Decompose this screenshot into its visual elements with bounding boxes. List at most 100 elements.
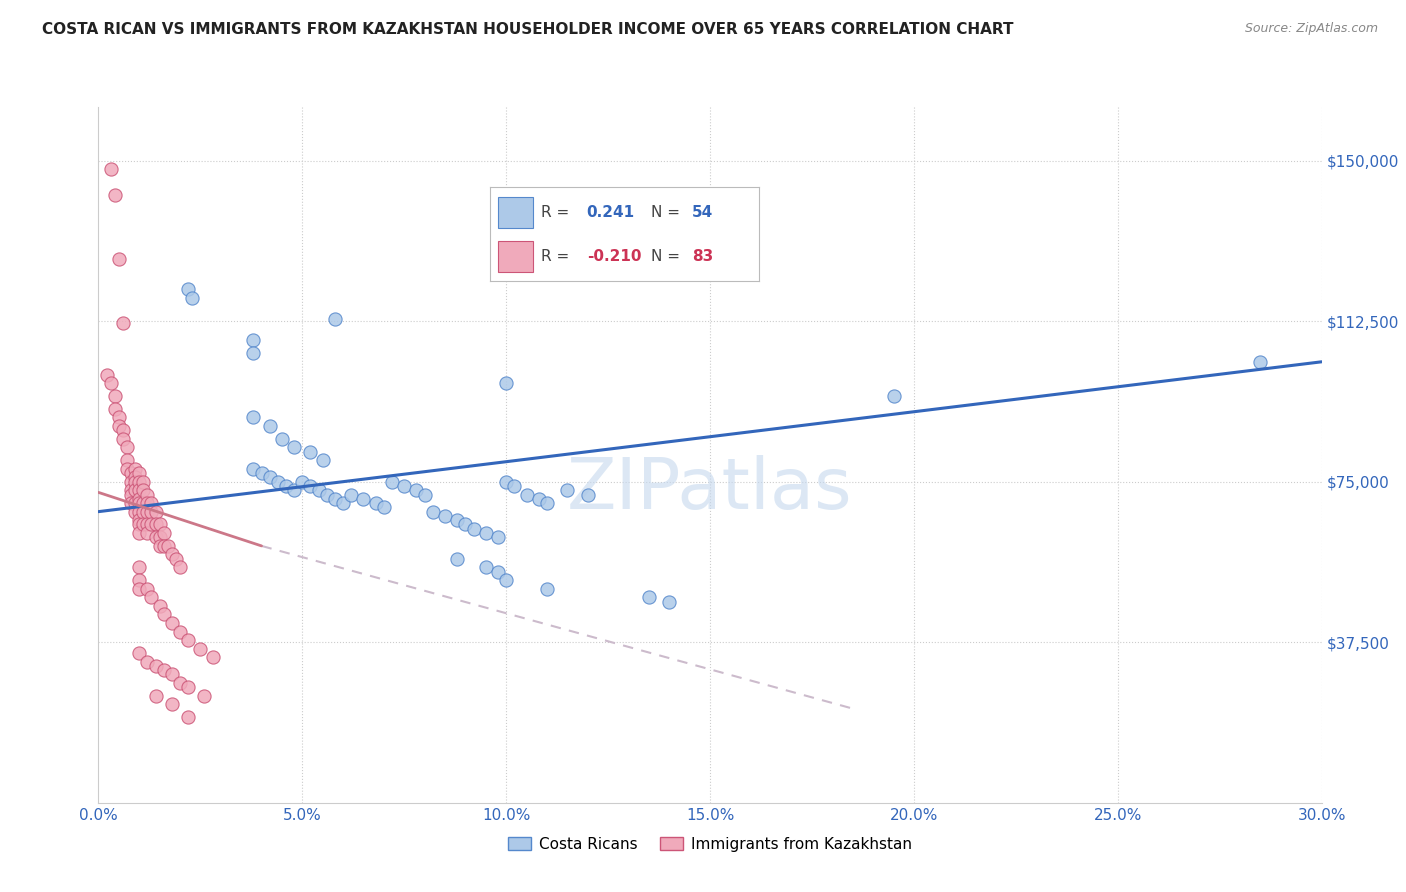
Point [152, 539, 174, 553]
Point [128, 517, 150, 532]
Point [474, 560, 498, 574]
Point [177, 282, 200, 296]
Point [104, 187, 127, 202]
Text: COSTA RICAN VS IMMIGRANTS FROM KAZAKHSTAN HOUSEHOLDER INCOME OVER 65 YEARS CORRE: COSTA RICAN VS IMMIGRANTS FROM KAZAKHSTA… [42, 22, 1014, 37]
Point [149, 599, 172, 613]
Point [128, 526, 150, 541]
Bar [498, 241, 533, 271]
Text: Source: ZipAtlas.com: Source: ZipAtlas.com [1244, 22, 1378, 36]
Point [474, 526, 498, 541]
Point [120, 466, 142, 480]
Point [115, 453, 138, 467]
Point [883, 389, 905, 403]
Text: 0.241: 0.241 [586, 205, 636, 220]
Text: N =: N = [651, 249, 681, 264]
Point [141, 517, 163, 532]
Point [332, 496, 354, 510]
Point [152, 663, 174, 677]
Point [136, 496, 159, 510]
Point [536, 496, 558, 510]
Point [270, 432, 294, 446]
Point [124, 475, 146, 489]
Point [503, 479, 526, 493]
Point [177, 680, 200, 694]
Point [434, 508, 457, 523]
Point [169, 624, 191, 639]
Point [308, 483, 330, 498]
Text: R =: R = [541, 249, 569, 264]
Point [128, 560, 150, 574]
Point [299, 479, 322, 493]
Point [96, 368, 118, 382]
Point [381, 475, 404, 489]
Point [124, 462, 146, 476]
Point [128, 496, 150, 510]
Point [111, 432, 134, 446]
Point [283, 483, 305, 498]
Point [576, 487, 599, 501]
Text: R =: R = [541, 205, 569, 220]
Point [373, 500, 395, 515]
Point [108, 419, 131, 434]
Point [124, 496, 146, 510]
Point [160, 667, 183, 681]
Point [527, 491, 550, 506]
Point [120, 487, 142, 501]
Point [128, 466, 150, 480]
Point [516, 487, 538, 501]
Point [299, 444, 322, 458]
Point [177, 633, 200, 648]
Legend: Costa Ricans, Immigrants from Kazakhstan: Costa Ricans, Immigrants from Kazakhstan [502, 830, 918, 858]
Point [201, 650, 224, 665]
Point [141, 591, 163, 605]
Point [100, 162, 122, 177]
Point [108, 252, 131, 266]
Point [136, 582, 159, 596]
Text: N =: N = [651, 205, 681, 220]
Point [132, 496, 155, 510]
Point [536, 582, 558, 596]
Point [111, 316, 134, 330]
Point [259, 470, 281, 484]
Point [128, 646, 150, 660]
Point [108, 410, 131, 425]
Point [115, 462, 138, 476]
Point [340, 487, 363, 501]
Point [193, 689, 215, 703]
Point [242, 462, 264, 476]
Point [413, 487, 436, 501]
Point [364, 496, 387, 510]
Point [242, 346, 264, 360]
Point [149, 539, 172, 553]
Point [145, 530, 167, 544]
Text: ZIPatlas: ZIPatlas [567, 455, 853, 524]
Point [486, 530, 509, 544]
Point [638, 591, 661, 605]
Point [352, 491, 374, 506]
Point [145, 517, 167, 532]
Point [405, 483, 427, 498]
Point [145, 658, 167, 673]
Point [128, 491, 150, 506]
Point [104, 401, 127, 416]
Point [495, 376, 517, 391]
Point [149, 530, 172, 544]
Bar [498, 197, 533, 228]
Point [136, 487, 159, 501]
Point [120, 483, 142, 498]
Point [259, 419, 281, 434]
Point [120, 475, 142, 489]
Point [160, 615, 183, 630]
Point [242, 410, 264, 425]
Point [463, 522, 485, 536]
Point [128, 573, 150, 587]
Point [160, 548, 183, 562]
Text: 83: 83 [692, 249, 713, 264]
Point [141, 496, 163, 510]
Point [1249, 355, 1271, 369]
Point [165, 551, 187, 566]
Point [152, 607, 174, 622]
Point [392, 479, 416, 493]
Point [120, 496, 142, 510]
Point [446, 513, 468, 527]
